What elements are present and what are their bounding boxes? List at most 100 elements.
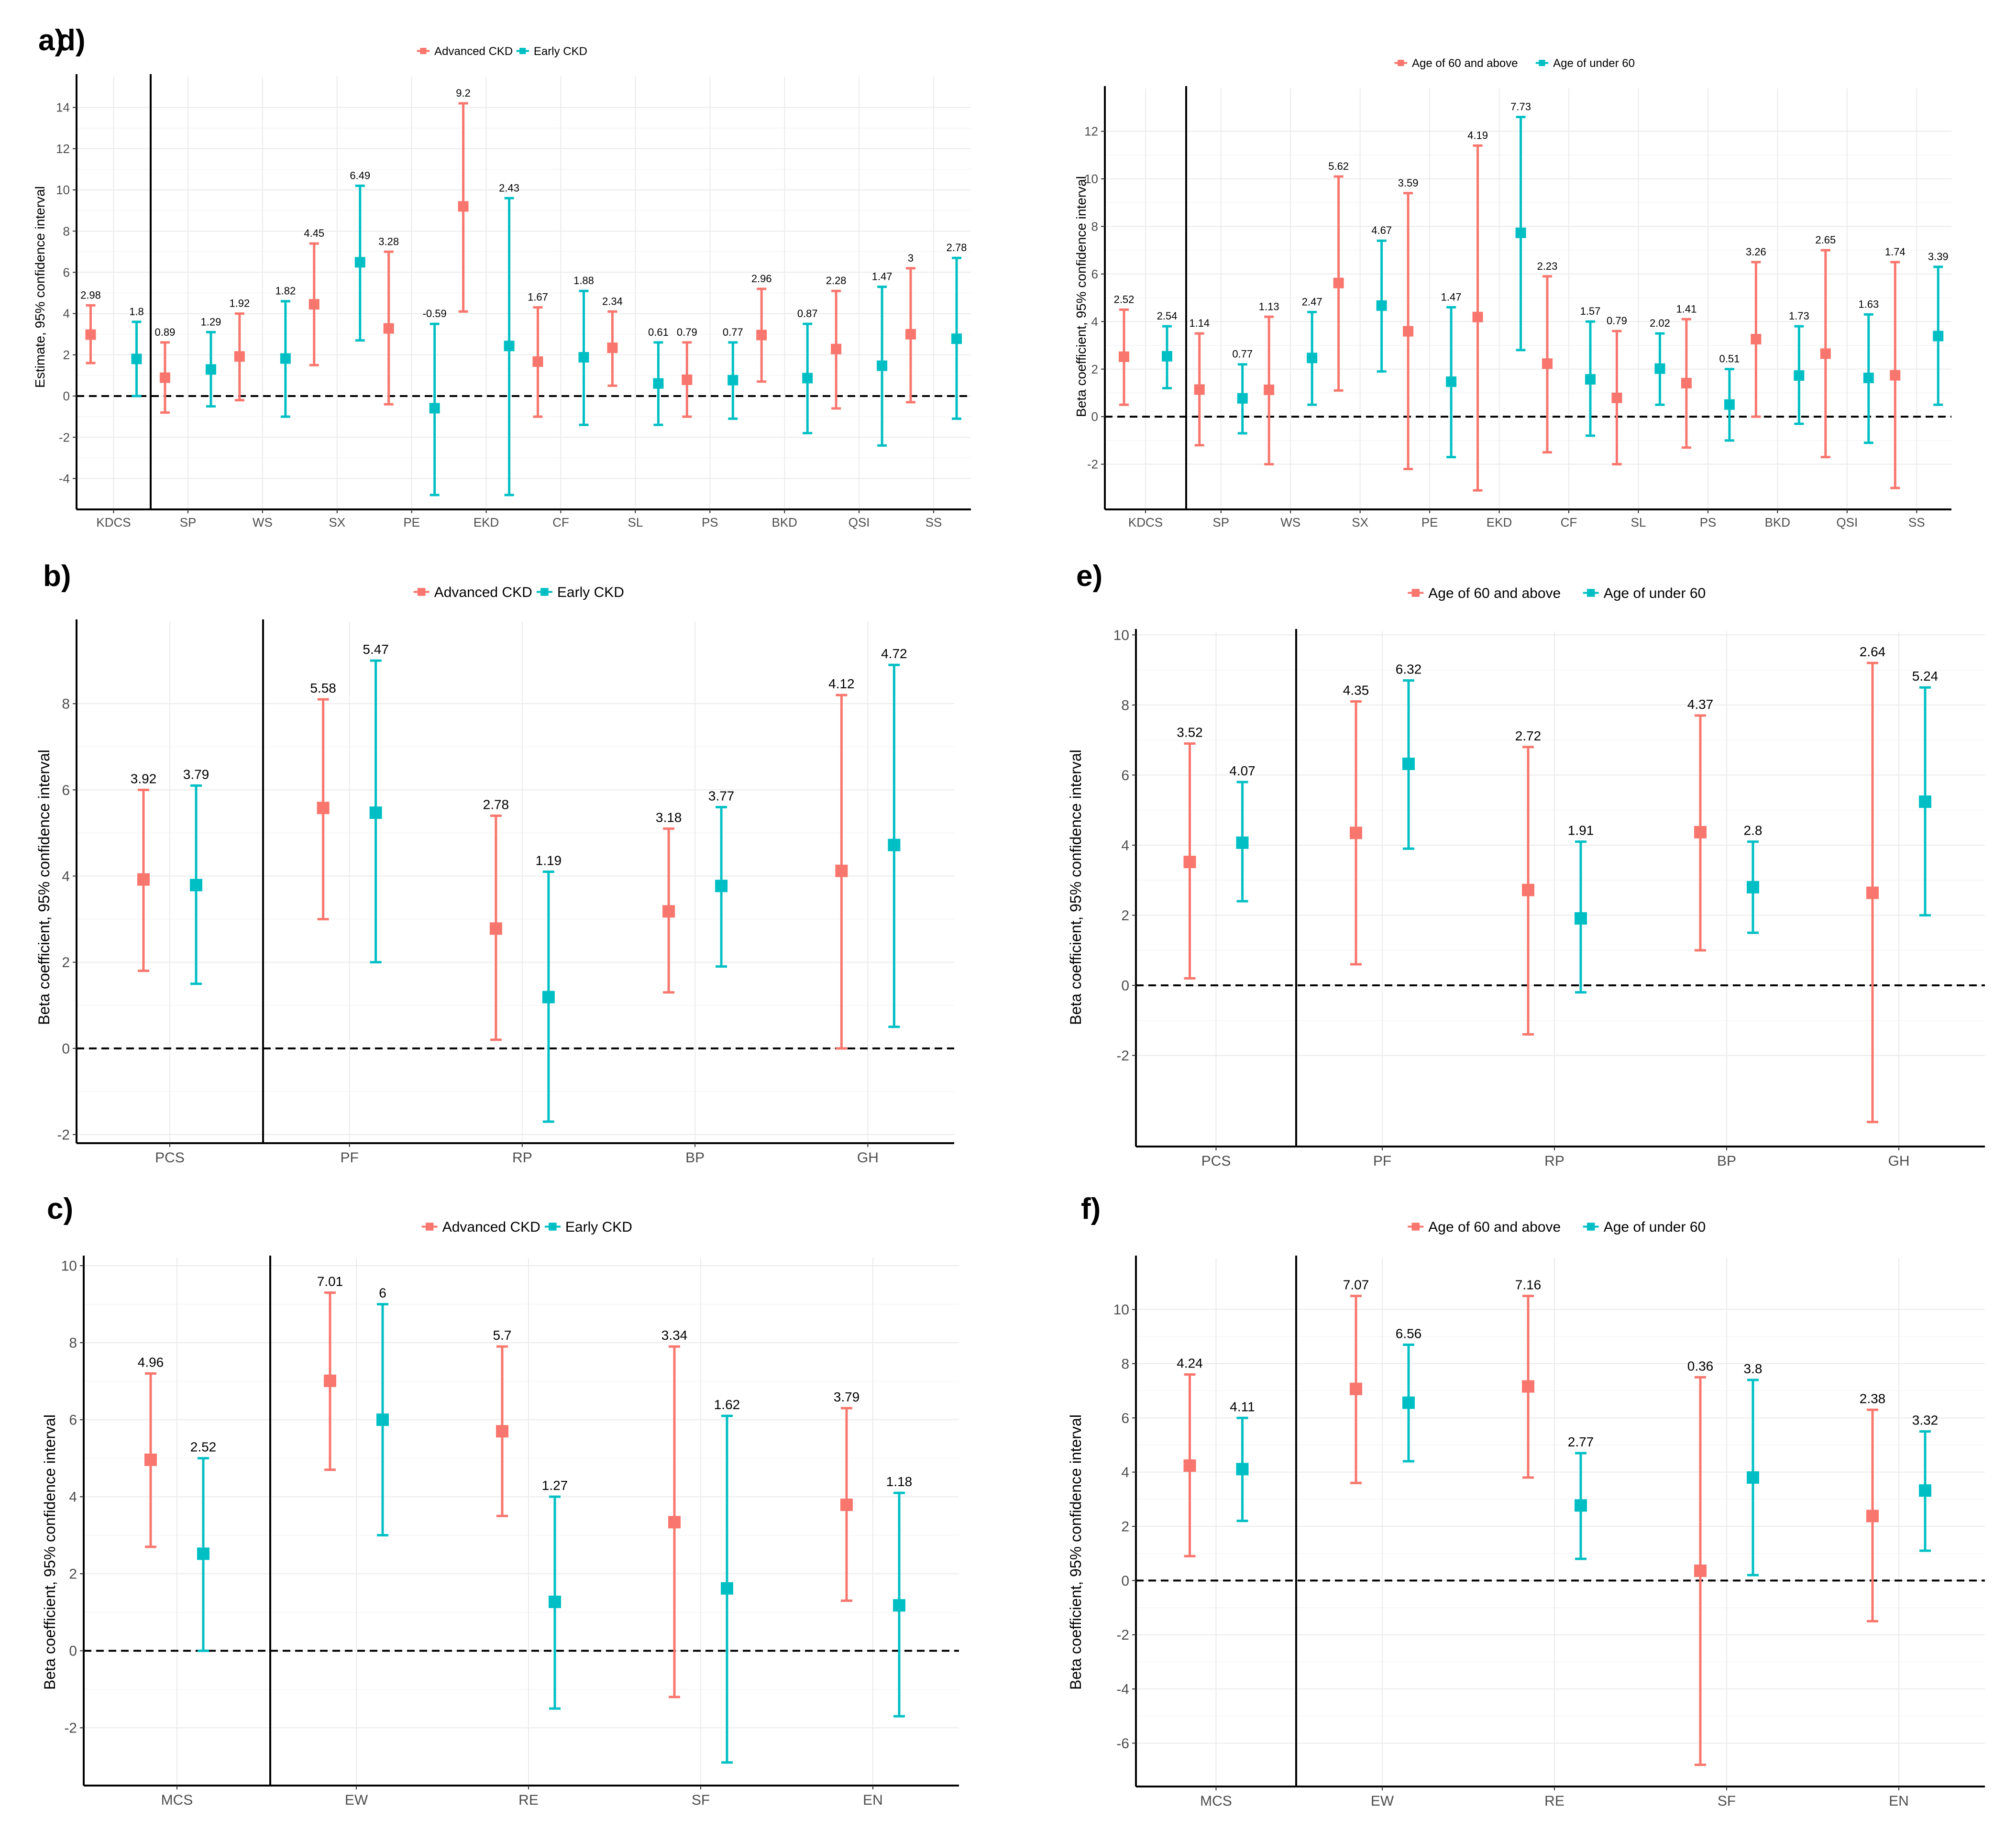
- x-tick-label: PF: [1373, 1153, 1391, 1169]
- data-label: 2.8: [1744, 823, 1763, 838]
- legend-key-square: [420, 48, 427, 55]
- data-label: 5.24: [1912, 669, 1939, 684]
- data-label: 7.07: [1343, 1277, 1369, 1292]
- y-tick-label: 6: [1121, 1411, 1129, 1426]
- point-estimate: [234, 351, 245, 362]
- x-tick-label: QSI: [1836, 515, 1858, 529]
- data-label: 6.49: [350, 169, 370, 181]
- legend: Advanced CKD Early CKD: [417, 45, 587, 58]
- panel-d: -2 0 2 4 6 8 10 12 KDCS SP WS SX PE EKD CF SL PS BKD QSI SS…: [57, 24, 1951, 529]
- point-estimate: [369, 806, 382, 819]
- legend-key-square: [519, 48, 526, 55]
- data-label: 5.47: [363, 642, 389, 657]
- legend-key-square: [1411, 589, 1420, 597]
- panel-a: -4 -2 0 2 4 6 8 10 12 14 KDCS SP WS SX PE EKD CF SL PS BKD Q…: [33, 24, 971, 529]
- data-label: 4.35: [1343, 683, 1369, 698]
- x-tick-label: SP: [180, 515, 197, 529]
- y-tick-label: 4: [1121, 838, 1129, 853]
- data-label: 2.43: [499, 182, 519, 194]
- point-estimate: [1119, 351, 1129, 362]
- x-tick-label: RP: [512, 1150, 532, 1166]
- point-estimate: [317, 802, 330, 815]
- y-tick-label: 8: [63, 224, 70, 238]
- y-axis-label: Beta coefficient, 95% confidence interva…: [1074, 176, 1089, 417]
- legend-label: Age of 60 and above: [1412, 57, 1518, 70]
- data-label: 3.79: [183, 767, 209, 782]
- data-label: 1.47: [872, 271, 892, 283]
- data-label: 2.34: [602, 295, 623, 307]
- legend-key-square: [1539, 60, 1545, 66]
- panel-label: b): [43, 560, 71, 593]
- x-tick-label: PCS: [155, 1150, 185, 1166]
- point-estimate: [1403, 326, 1414, 337]
- y-tick-label: 6: [69, 1412, 77, 1428]
- x-tick-label: SL: [628, 515, 643, 529]
- y-tick-label: 0: [1091, 409, 1098, 424]
- data-label: 1.14: [1189, 317, 1210, 329]
- data-label: 3.34: [661, 1328, 688, 1343]
- panel-f: -6 -4 -2 0 2 4 6 8 10 MCS EW RE SF EN Beta coefficient…: [1067, 1192, 1985, 1809]
- point-estimate: [1350, 827, 1362, 839]
- data-label: 1.29: [201, 316, 221, 328]
- data-label: 1.82: [275, 285, 296, 297]
- data-label: 3.26: [1746, 246, 1766, 258]
- point-estimate: [1575, 912, 1587, 925]
- point-estimate: [1264, 384, 1275, 395]
- point-estimate: [607, 342, 618, 353]
- data-label: 2.38: [1860, 1391, 1886, 1406]
- x-tick-label: WS: [1280, 515, 1300, 529]
- point-estimate: [951, 333, 962, 344]
- panel-e: -2 0 2 4 6 8 10 PCS PF RP BP GH Beta coefficient, 95…: [1067, 560, 1985, 1169]
- data-label: 6.32: [1396, 662, 1422, 677]
- y-tick-label: 6: [63, 265, 70, 280]
- data-label: 5.62: [1328, 160, 1349, 172]
- panel-label: d): [57, 24, 86, 57]
- data-label: 4.72: [881, 646, 907, 661]
- y-tick-label: 8: [1121, 697, 1129, 713]
- data-label: 2.52: [1114, 293, 1135, 305]
- data-label: 2.54: [1157, 310, 1178, 322]
- y-tick-label: -2: [57, 1127, 70, 1143]
- x-tick-label: SF: [1718, 1793, 1736, 1809]
- data-label: 2.98: [80, 289, 101, 301]
- point-estimate: [1522, 1380, 1534, 1393]
- point-estimate: [1933, 331, 1944, 342]
- point-estimate: [542, 991, 555, 1004]
- legend: Age of 60 and above Age of under 60: [1408, 1219, 1706, 1235]
- data-label: 2.23: [1537, 260, 1558, 272]
- point-estimate: [376, 1413, 389, 1426]
- data-label: 4.19: [1467, 129, 1488, 141]
- data-label: 1.27: [542, 1478, 568, 1493]
- point-estimate: [354, 257, 365, 268]
- data-label: 3.28: [378, 235, 399, 247]
- x-tick-label: SF: [692, 1792, 710, 1808]
- point-estimate: [1866, 886, 1879, 899]
- series-first: 2.98 0.89 1.92 4.45 3.28 9.2 1.67 2.34 0.79 2.96 2…: [80, 87, 916, 418]
- point-estimate: [532, 356, 543, 367]
- series-first: 2.52 1.14 1.13 5.62 3.59 4.19 2.23 0.79 1.41 3.26…: [1114, 129, 1906, 492]
- point-estimate: [205, 364, 216, 375]
- panel-c: -2 0 2 4 6 8 10 MCS EW RE SF EN Beta coefficient, 95…: [41, 1192, 959, 1808]
- legend-label: Age of under 60: [1553, 57, 1635, 70]
- point-estimate: [662, 905, 675, 918]
- y-tick-label: 12: [1084, 124, 1098, 139]
- y-tick-label: 4: [1121, 1465, 1129, 1480]
- y-tick-label: 4: [62, 869, 70, 884]
- point-estimate: [1472, 311, 1483, 322]
- point-estimate: [197, 1547, 209, 1560]
- x-tick-label: MCS: [161, 1792, 193, 1808]
- data-label: 4.24: [1177, 1356, 1203, 1371]
- data-label: 1.47: [1441, 291, 1462, 303]
- y-tick-label: 0: [1121, 978, 1129, 993]
- y-tick-label: 2: [1121, 908, 1129, 924]
- data-label: 4.12: [828, 676, 855, 691]
- legend: Age of 60 and above Age of under 60: [1394, 57, 1635, 70]
- y-tick-label: 8: [1091, 219, 1098, 233]
- point-estimate: [721, 1582, 733, 1595]
- data-label: 3.92: [131, 771, 157, 786]
- x-tick-label: SX: [1352, 515, 1368, 529]
- legend-label: Advanced CKD: [434, 45, 513, 58]
- series-first: 3.52 4.35 2.72 4.37 2.64: [1177, 644, 1885, 1124]
- y-tick-label: 0: [62, 1041, 70, 1057]
